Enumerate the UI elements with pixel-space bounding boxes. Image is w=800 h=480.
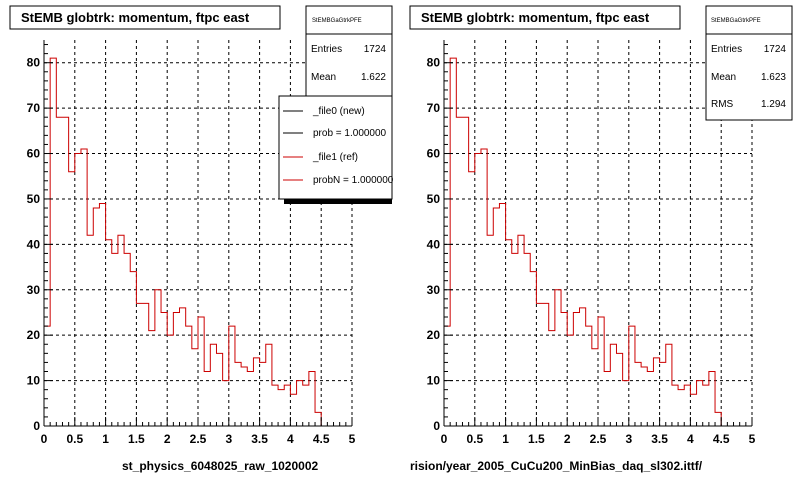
right-y-tick-label-8: 80 xyxy=(427,56,441,70)
left-title-box: StEMB globtrk: momentum, ftpc east xyxy=(9,5,281,30)
right-y-tick-label-6: 60 xyxy=(427,147,441,161)
left-x-tick-label-8: 4 xyxy=(287,432,294,446)
right-y-tick-label-3: 30 xyxy=(427,283,441,297)
right-stats-entries-value: 1724 xyxy=(764,44,787,55)
left-x-tick-label-2: 1 xyxy=(102,432,109,446)
right-y-tick-label-1: 10 xyxy=(427,374,441,388)
right-stats-box: StEMBGaGtrkPFE Entries 1724 Mean 1.623 R… xyxy=(705,5,793,121)
right-y-tick-label-7: 70 xyxy=(427,101,441,115)
right-x-tick-label-3: 1.5 xyxy=(528,432,545,446)
right-y-tick-label-0: 0 xyxy=(433,419,440,433)
right-x-tick-label-10: 5 xyxy=(749,432,756,446)
right-x-axis-label: rision/year_2005_CuCu200_MinBias_daq_sl3… xyxy=(410,459,703,473)
legend-label-file1: _file1 (ref) xyxy=(312,152,358,163)
left-x-tick-label-0: 0 xyxy=(41,432,48,446)
legend-label-prob: prob = 1.000000 xyxy=(313,128,387,139)
right-x-tick-label-8: 4 xyxy=(687,432,694,446)
left-y-tick-label-6: 60 xyxy=(27,147,41,161)
legend-label-probn: probN = 1.000000 xyxy=(313,175,394,186)
left-chart-title: StEMB globtrk: momentum, ftpc east xyxy=(21,10,250,25)
left-x-tick-label-9: 4.5 xyxy=(313,432,330,446)
right-x-tick-label-7: 3.5 xyxy=(651,432,668,446)
left-x-tick-label-3: 1.5 xyxy=(128,432,145,446)
legend-label-file0: _file0 (new) xyxy=(312,106,365,117)
right-x-tick-label-9: 4.5 xyxy=(713,432,730,446)
left-y-tick-label-4: 40 xyxy=(27,237,41,251)
left-x-tick-label-6: 3 xyxy=(225,432,232,446)
left-stats-mean-value: 1.622 xyxy=(361,72,386,83)
left-stats-mean-label: Mean xyxy=(311,72,336,83)
right-histogram-series-0 xyxy=(443,57,722,426)
left-x-tick-label-5: 2.5 xyxy=(190,432,207,446)
left-y-tick-label-5: 50 xyxy=(27,192,41,206)
left-histogram-series-0 xyxy=(43,57,322,426)
left-stats-name: StEMBGaGtrkPFE xyxy=(312,18,362,24)
right-title-box: StEMB globtrk: momentum, ftpc east xyxy=(409,5,681,30)
left-stats-entries-value: 1724 xyxy=(364,44,387,55)
left-x-tick-label-7: 3.5 xyxy=(251,432,268,446)
left-x-tick-label-1: 0.5 xyxy=(66,432,83,446)
right-x-tick-label-6: 3 xyxy=(625,432,632,446)
legend-box: _file0 (new) prob = 1.000000 _file1 (ref… xyxy=(278,95,394,204)
right-stats-rms-value: 1.294 xyxy=(761,99,786,110)
right-x-tick-label-4: 2 xyxy=(564,432,571,446)
right-x-tick-label-0: 0 xyxy=(441,432,448,446)
right-x-tick-label-1: 0.5 xyxy=(466,432,483,446)
left-y-tick-label-1: 10 xyxy=(27,374,41,388)
right-chart-title: StEMB globtrk: momentum, ftpc east xyxy=(421,10,650,25)
right-x-tick-label-5: 2.5 xyxy=(590,432,607,446)
left-y-tick-label-2: 20 xyxy=(27,328,41,342)
right-stats-name: StEMBGaGtrkPFE xyxy=(711,18,761,24)
left-y-tick-label-8: 80 xyxy=(27,56,41,70)
right-x-tick-label-2: 1 xyxy=(502,432,509,446)
left-y-tick-label-0: 0 xyxy=(33,419,40,433)
left-stats-box: StEMBGaGtrkPFE Entries 1724 Mean 1.622 xyxy=(305,5,393,108)
left-x-axis-label: st_physics_6048025_raw_1020002 xyxy=(122,459,318,473)
right-stats-mean-value: 1.623 xyxy=(761,72,786,83)
right-y-tick-label-4: 40 xyxy=(427,237,441,251)
right-y-tick-label-2: 20 xyxy=(427,328,441,342)
right-stats-rms-label: RMS xyxy=(711,99,734,110)
left-stats-entries-label: Entries xyxy=(311,44,342,55)
left-y-tick-label-7: 70 xyxy=(27,101,41,115)
right-y-tick-label-5: 50 xyxy=(427,192,441,206)
right-stats-entries-label: Entries xyxy=(711,44,742,55)
left-x-tick-label-10: 5 xyxy=(349,432,356,446)
right-stats-mean-label: Mean xyxy=(711,72,736,83)
left-x-tick-label-4: 2 xyxy=(164,432,171,446)
left-y-tick-label-3: 30 xyxy=(27,283,41,297)
